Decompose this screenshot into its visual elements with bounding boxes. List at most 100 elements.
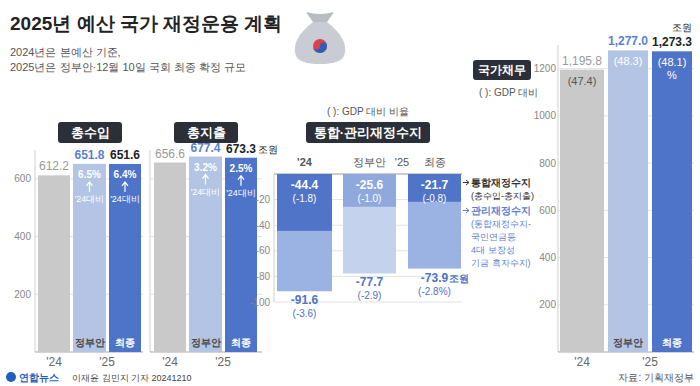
gdp-ratio: (47.4): [568, 75, 597, 87]
tick-label: 600: [14, 173, 31, 184]
legend-entry: 관리재정수지: [471, 205, 531, 216]
axis-line: [150, 150, 151, 352]
chart-title: 통합·관리재정수지: [314, 125, 422, 140]
unit: 조원: [258, 144, 278, 155]
bar: [277, 174, 332, 291]
title-box: [306, 122, 430, 143]
category-label: '25: [395, 156, 409, 168]
tick-label: 400: [14, 231, 31, 242]
tick-label: 600: [539, 205, 556, 216]
data-label: 677.4: [190, 141, 220, 155]
legend-description: 국민연금등: [471, 232, 516, 242]
icon-part: [295, 22, 345, 64]
tick-label: 800: [539, 158, 556, 169]
unit: 조원: [672, 22, 692, 33]
category-label: '25: [99, 355, 115, 369]
category-label: '24: [574, 355, 590, 369]
tick-label: 200: [539, 299, 556, 310]
change-label: 6.5%: [78, 169, 101, 180]
arrow: [87, 182, 93, 192]
logo-mark: [6, 372, 16, 382]
category-label: 최종: [424, 156, 446, 168]
title: 2025년 예산 국가 재정운용 계획: [10, 13, 282, 34]
data-label: 651.6: [110, 148, 140, 162]
tick-label: 1200: [534, 63, 557, 74]
tick-label: -80: [256, 271, 271, 282]
bar: [38, 175, 70, 352]
category-label: 정부안: [191, 337, 221, 348]
bars: [560, 50, 692, 352]
category-label: 정부안: [75, 337, 105, 348]
data-label: 1,277.0: [608, 34, 648, 48]
data-label: 651.8: [74, 148, 104, 162]
bar: [73, 164, 106, 352]
chart-title: 총수입: [71, 125, 110, 140]
page: 2025년 예산 국가 재정운용 계획2024년은 본예산 기준,2025년은 …: [0, 0, 700, 386]
logo: 연합뉴스: [19, 372, 59, 383]
source: 자료: 기획재정부: [618, 372, 694, 383]
category-label: '25: [642, 355, 658, 369]
note: ( ): GDP 대비 비율: [327, 106, 409, 117]
change-label: 6.4%: [114, 169, 137, 180]
bar: [343, 174, 396, 207]
legend-description: (통합재정수지-: [471, 219, 531, 229]
data-label: -44.4: [291, 178, 319, 192]
credit: 이재윤 김민지 기자 20241210: [72, 373, 192, 383]
tick-label: 1000: [534, 110, 557, 121]
axis-line: [274, 174, 275, 302]
change-label: 3.2%: [194, 162, 217, 173]
bar: [343, 174, 396, 273]
tick-label: -40: [256, 220, 271, 231]
gdp-ratio: (-3.6): [293, 308, 317, 319]
bar: [189, 157, 222, 352]
category-label: 정부안: [353, 156, 386, 168]
category-label: 정부안: [613, 337, 643, 348]
tick-label: 200: [14, 289, 31, 300]
category-label: 최종: [231, 337, 251, 348]
icon-part: [313, 43, 327, 54]
category-label: '25: [215, 355, 231, 369]
axis-line: [558, 45, 559, 352]
legend-description: 기금 흑자수지): [471, 258, 531, 268]
subtitle: 2025년은 정부안·12월 10일 국회 최종 확정 규모: [10, 61, 246, 73]
data-label: -25.6: [356, 178, 384, 192]
data-label: 673.3: [226, 142, 256, 156]
infographic: 2025년 예산 국가 재정운용 계획2024년은 본예산 기준,2025년은 …: [0, 0, 700, 386]
data-label: -77.7: [356, 275, 384, 289]
data-label: 656.6: [155, 147, 185, 161]
data-label: 1,195.8: [562, 54, 602, 68]
note: ( ): GDP 대비: [479, 87, 538, 98]
tick-label: -20: [256, 194, 271, 205]
data-label: -21.7: [421, 178, 449, 192]
category-label: '24: [46, 355, 62, 369]
change-base: '24대비: [75, 194, 105, 204]
chart-title: 국가채무: [478, 63, 526, 77]
title-box: [58, 122, 122, 143]
arrow: [238, 176, 244, 186]
tick-label: -100: [250, 297, 270, 308]
icon-part: [306, 12, 334, 22]
bars: [154, 157, 257, 352]
tick-label: -60: [256, 245, 271, 256]
bar: [154, 163, 186, 352]
category-label: 최종: [662, 337, 682, 348]
bar: [408, 174, 461, 269]
icon: [295, 12, 345, 64]
data-label: 612.2: [39, 159, 69, 173]
bar: [225, 158, 257, 352]
change-base: '24대비: [110, 194, 140, 204]
bars: [38, 164, 141, 352]
bar: [109, 164, 141, 352]
category-label: '24: [162, 355, 178, 369]
bars: [277, 174, 461, 291]
gdp-ratio-unit: %: [667, 69, 677, 81]
bar: [652, 51, 692, 352]
unit: 조원: [449, 273, 469, 284]
legend-description: (총수입-총지출): [471, 191, 534, 201]
change-base: '24대비: [191, 187, 221, 197]
chart-title: 총지출: [187, 125, 226, 140]
legend-entry: 통합재정수지: [471, 177, 531, 188]
arrow: [122, 182, 128, 192]
legend-arrow: [463, 180, 469, 185]
legend-description: 4대 보장성: [471, 245, 515, 255]
